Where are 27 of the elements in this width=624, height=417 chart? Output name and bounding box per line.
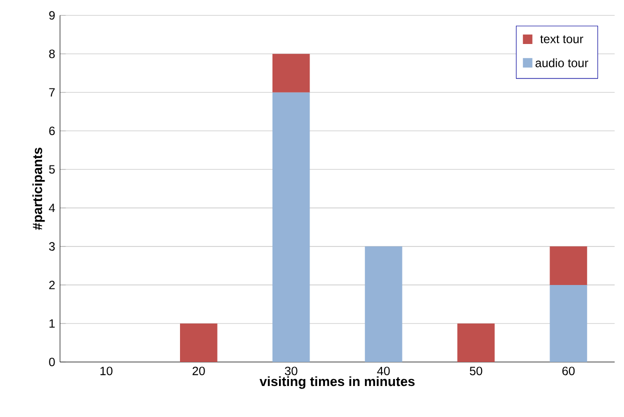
y-tick-label: 0 — [49, 358, 55, 366]
bar — [180, 323, 218, 362]
x-tick-label: 20 — [192, 366, 205, 376]
y-tick-label: 3 — [49, 242, 55, 251]
x-tick-label: 10 — [100, 366, 112, 376]
y-tick-label: 9 — [49, 11, 55, 20]
y-axis-title: #participants — [32, 148, 45, 230]
legend-label: audio tour — [536, 58, 588, 68]
y-tick-label: 7 — [49, 88, 55, 96]
bar — [550, 246, 588, 285]
y-tick-label: 1 — [50, 319, 55, 328]
y-tick-label: 4 — [48, 204, 55, 212]
bar — [272, 92, 310, 362]
y-tick-label: 8 — [49, 50, 55, 58]
y-tick-label: 5 — [49, 165, 55, 174]
legend-label: text tour — [540, 35, 584, 44]
x-tick-label: 60 — [562, 366, 575, 376]
bar — [457, 323, 495, 362]
x-tick-label: 40 — [377, 366, 390, 376]
bar — [364, 246, 402, 362]
bar — [550, 284, 588, 362]
bar — [272, 54, 310, 92]
y-tick-label: 2 — [49, 280, 55, 290]
x-tick-label: 50 — [470, 366, 482, 376]
x-tick-label: 30 — [284, 366, 298, 376]
x-axis-title: visiting times in minutes — [260, 376, 415, 389]
y-tick-label: 6 — [49, 126, 55, 136]
